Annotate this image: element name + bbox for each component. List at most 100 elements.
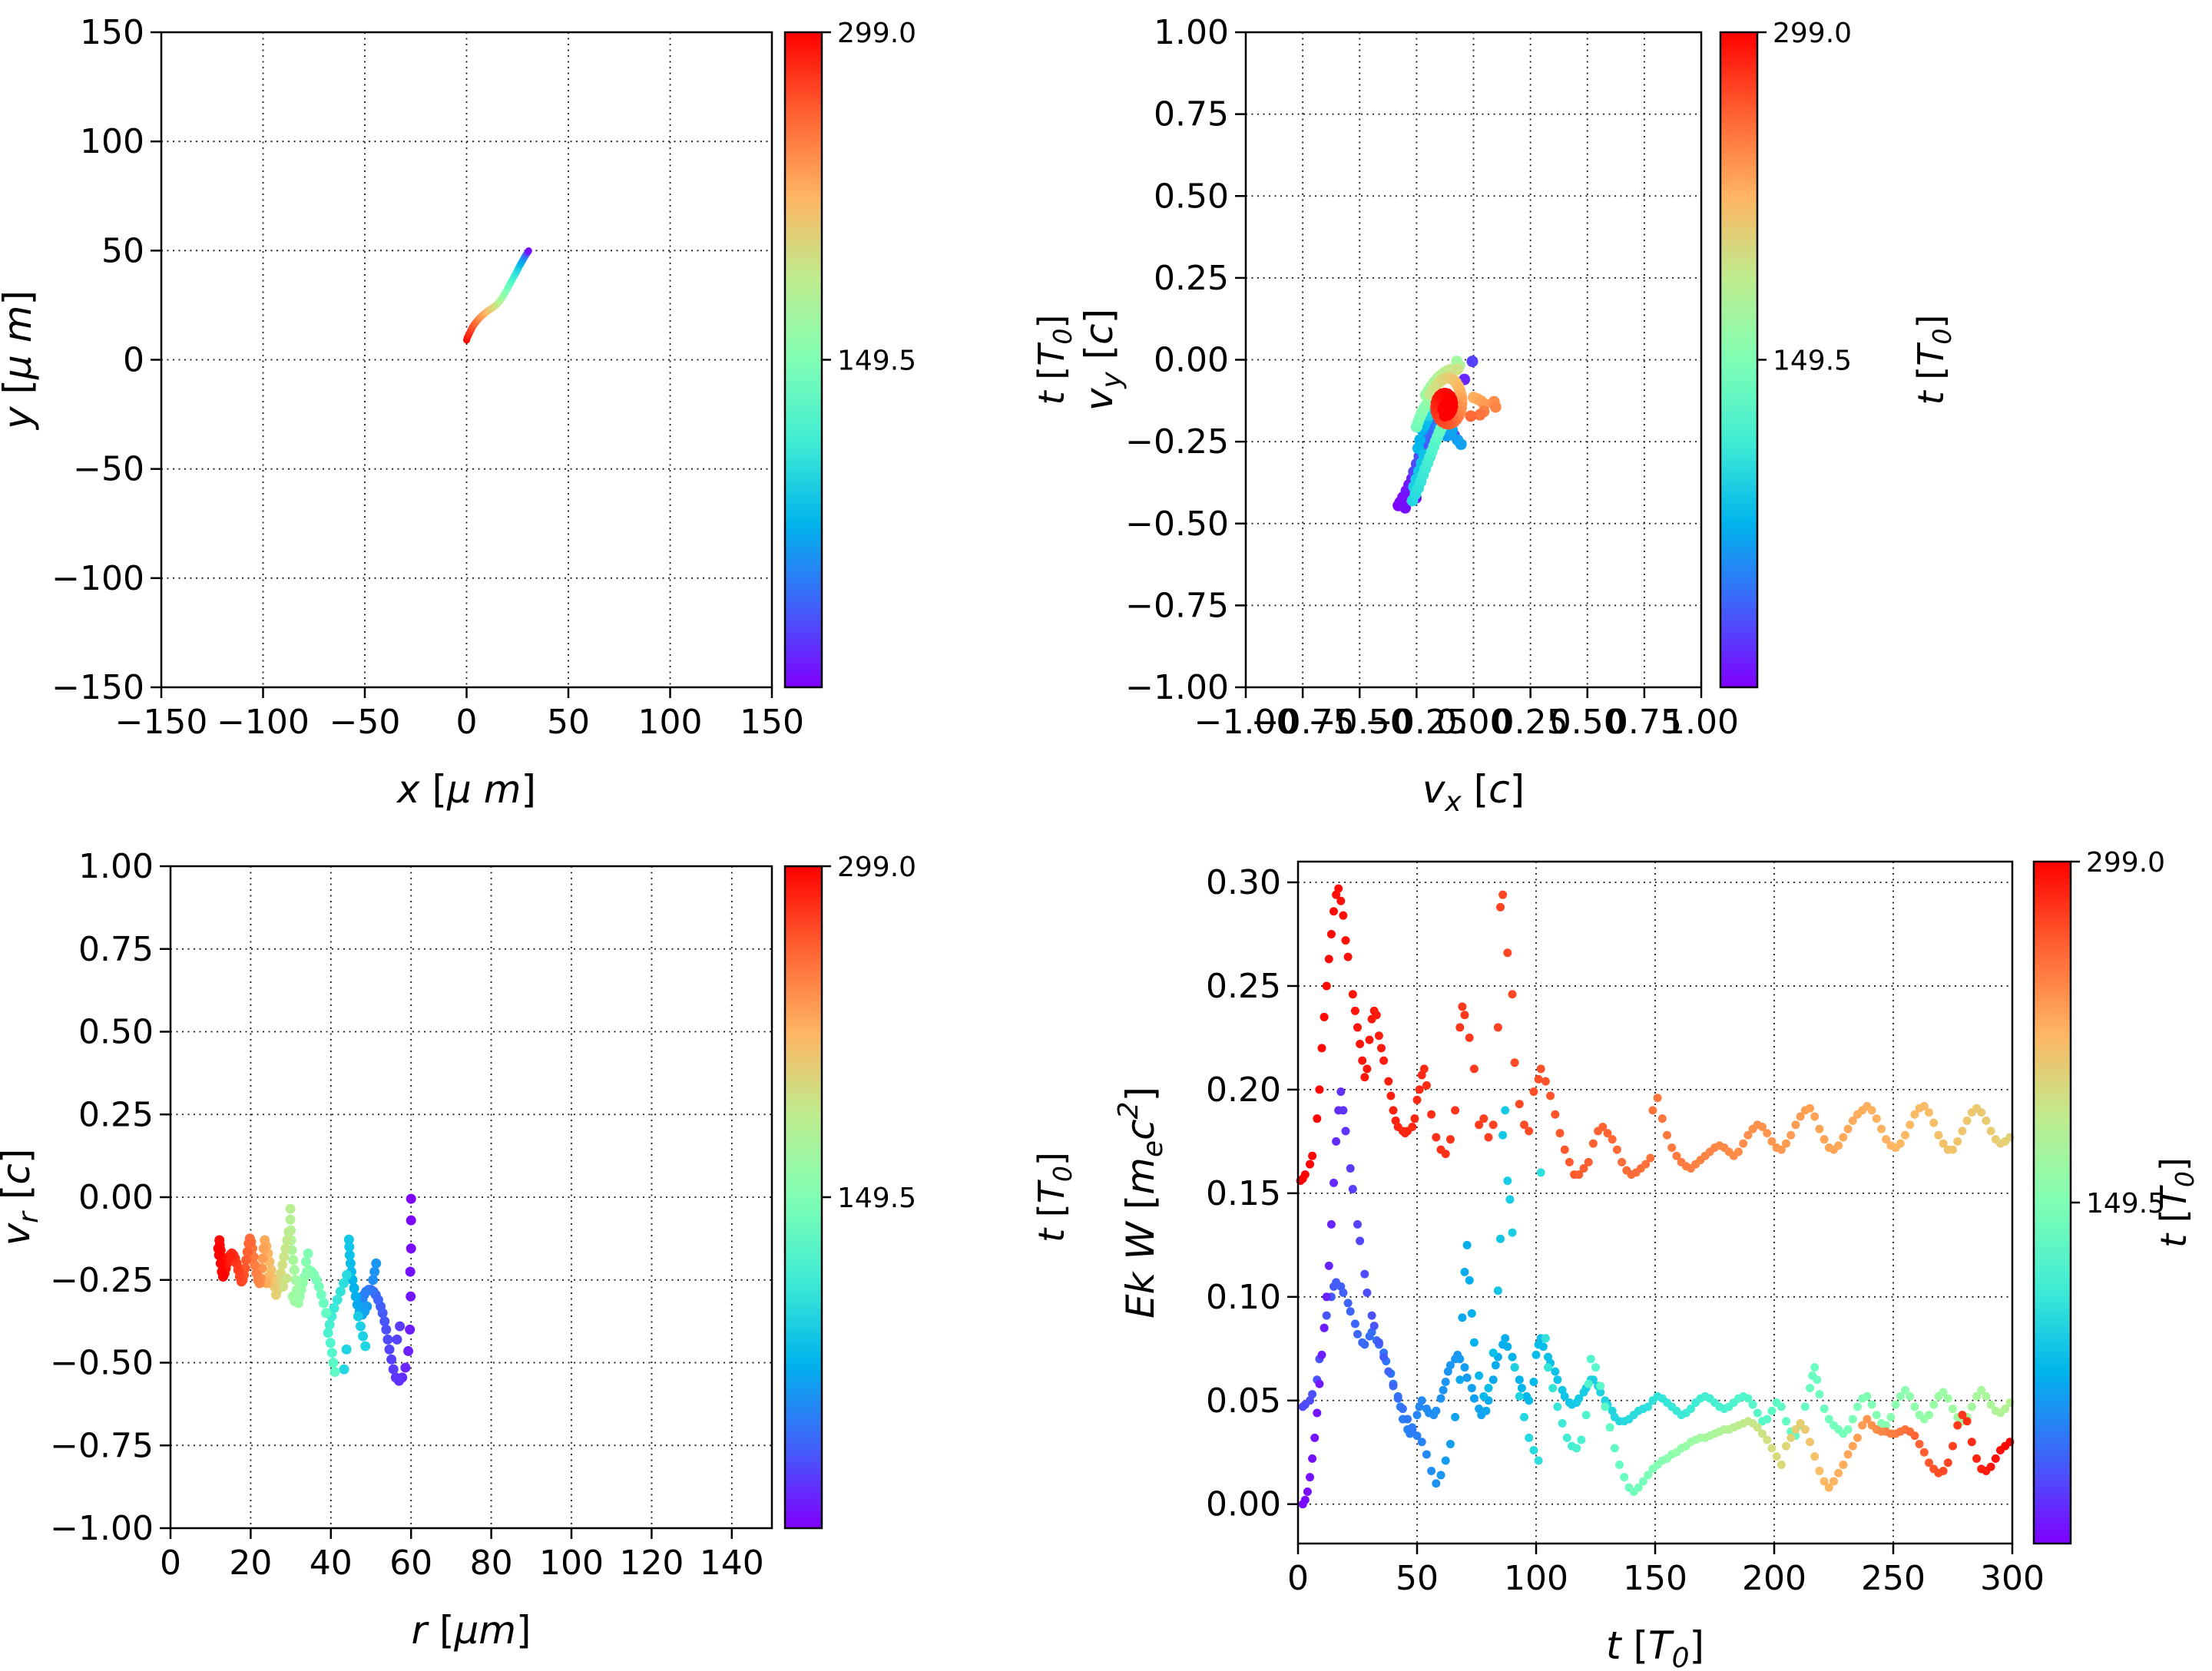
data-point xyxy=(1436,1394,1445,1403)
y-axis-label: vr [c] xyxy=(0,1149,45,1246)
data-point xyxy=(1532,1350,1541,1359)
data-point xyxy=(1330,907,1338,916)
data-point xyxy=(1317,1350,1326,1359)
data-point xyxy=(1839,1460,1848,1469)
data-point xyxy=(406,1243,416,1254)
data-point xyxy=(1343,1299,1353,1308)
data-point xyxy=(1427,1467,1436,1476)
data-point xyxy=(1667,1143,1677,1152)
data-point xyxy=(1465,1033,1474,1042)
x-tick-label: −0.25 xyxy=(1365,703,1469,742)
data-point xyxy=(283,1226,294,1237)
y-tick-label: 0.50 xyxy=(1154,177,1229,216)
data-point xyxy=(1815,1124,1824,1133)
data-point xyxy=(1515,1100,1524,1109)
data-point xyxy=(1503,1342,1512,1352)
data-point xyxy=(1575,1394,1584,1403)
data-point xyxy=(1488,1120,1498,1130)
y-tick-label: 0.00 xyxy=(1154,341,1229,380)
series-r-vr-cloud xyxy=(213,1193,416,1386)
x-tick-label: 0.50 xyxy=(1550,703,1625,742)
y-tick-label: 0.75 xyxy=(1154,95,1229,134)
data-point xyxy=(1408,1425,1417,1434)
data-point xyxy=(300,1256,311,1267)
x-tick-label: 100 xyxy=(539,1544,604,1583)
data-point xyxy=(1806,1384,1814,1393)
subplot-trajectory-xy: −150 −100 −50 0 50 100 150−150−100−50050100150… xyxy=(0,13,1078,812)
data-point xyxy=(1479,1391,1488,1401)
y-tick-label: 0.00 xyxy=(78,1178,154,1217)
data-point xyxy=(1906,1120,1915,1130)
data-point xyxy=(1452,363,1464,376)
data-point xyxy=(1591,1363,1600,1372)
data-point xyxy=(1529,1377,1538,1386)
data-point xyxy=(1525,1127,1534,1136)
data-point xyxy=(335,1286,346,1297)
data-point xyxy=(1386,1091,1396,1100)
data-point xyxy=(1379,1352,1389,1362)
data-point xyxy=(250,1259,260,1270)
data-point xyxy=(1986,1400,1995,1409)
data-point xyxy=(1300,1495,1310,1504)
data-point xyxy=(1358,1056,1367,1065)
data-point xyxy=(1372,1011,1381,1020)
data-point xyxy=(1493,1023,1502,1032)
data-point xyxy=(344,1249,355,1260)
y-axis-label: Ek W [mec2] xyxy=(1113,1087,1169,1319)
y-axis-label: y [μ m] xyxy=(0,290,40,431)
data-point xyxy=(1455,1355,1465,1364)
data-point xyxy=(1603,1129,1612,1138)
data-point xyxy=(1562,1433,1571,1442)
x-tick-label: 100 xyxy=(638,703,703,742)
data-point xyxy=(1508,1228,1517,1237)
data-point xyxy=(1403,1415,1412,1424)
data-point xyxy=(1896,1139,1905,1148)
x-tick-label: 80 xyxy=(470,1544,513,1583)
data-point xyxy=(1315,1085,1324,1094)
data-point xyxy=(1508,1352,1517,1362)
data-point xyxy=(1839,1133,1848,1142)
data-point xyxy=(270,1289,281,1300)
x-tick-label: 0 xyxy=(160,1544,181,1583)
x-axis: 0 50 100 150 200 250 300 xyxy=(1287,1544,2045,1598)
x-tick-label: −150 xyxy=(115,703,208,742)
data-point xyxy=(242,1246,253,1257)
data-point xyxy=(352,1299,363,1310)
data-point xyxy=(1334,884,1343,893)
data-point xyxy=(1815,1390,1824,1399)
x-tick-label: 300 xyxy=(1980,1559,2045,1598)
data-point xyxy=(1967,1402,1976,1411)
data-point xyxy=(1972,1454,1981,1463)
data-point xyxy=(329,1367,340,1378)
data-point xyxy=(1858,1421,1867,1430)
data-point xyxy=(1460,1011,1469,1020)
data-point xyxy=(1336,1087,1346,1097)
data-point xyxy=(400,1362,411,1373)
x-tick-label: −100 xyxy=(217,703,310,742)
data-point xyxy=(2001,1405,2010,1414)
data-point xyxy=(1445,1135,1455,1144)
data-point xyxy=(1445,1361,1455,1370)
data-point xyxy=(1467,1309,1476,1318)
y-tick-label: 0.30 xyxy=(1206,863,1281,902)
y-tick-label: 0.15 xyxy=(1206,1174,1281,1213)
series-lower-energy-band xyxy=(1298,1278,2015,1441)
data-point xyxy=(1548,1384,1558,1393)
data-point xyxy=(1555,1129,1565,1138)
data-point xyxy=(1510,1363,1519,1372)
data-point xyxy=(1886,1412,1896,1421)
data-point xyxy=(1484,1384,1493,1393)
data-point xyxy=(1306,1473,1314,1482)
x-axis: 0 20 40 60 80 100 120 140 xyxy=(160,1528,764,1583)
data-point xyxy=(1972,1391,1981,1401)
data-point xyxy=(1639,1477,1647,1486)
data-point xyxy=(329,1302,339,1313)
y-tick-label: 1.00 xyxy=(78,847,154,886)
data-point xyxy=(1991,1454,2000,1463)
data-point xyxy=(1767,1406,1777,1415)
data-point xyxy=(406,1215,416,1226)
data-point xyxy=(1501,1106,1510,1115)
colorbar-tick-label: 149.5 xyxy=(837,1183,916,1214)
data-point xyxy=(1777,1145,1786,1154)
data-point xyxy=(217,1271,228,1282)
